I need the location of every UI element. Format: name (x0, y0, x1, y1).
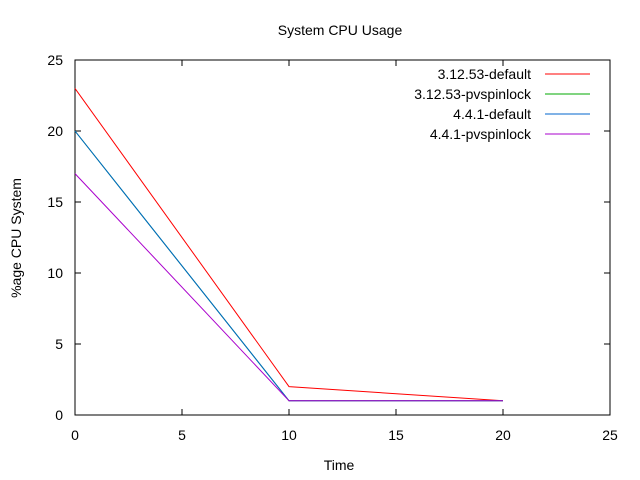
legend-label: 4.4.1-pvspinlock (430, 126, 532, 142)
chart-title: System CPU Usage (278, 22, 403, 38)
x-tick-label: 0 (71, 427, 79, 443)
plot-frame (74, 59, 611, 416)
x-tick-label: 20 (495, 427, 511, 443)
series-line-2 (74, 130, 503, 402)
x-tick-label: 10 (281, 427, 297, 443)
legend-label: 3.12.53-pvspinlock (414, 86, 532, 102)
y-tick-label: 0 (55, 407, 63, 423)
series-line-3 (74, 130, 503, 402)
y-tick-label: 5 (55, 336, 63, 352)
legend: 3.12.53-default 3.12.53-pvspinlock 4.4.1-d… (414, 66, 590, 142)
plot-area: 0 5 10 15 20 25 0 5 10 15 20 25 (47, 52, 618, 443)
y-tick-label: 25 (47, 52, 63, 68)
x-axis-label: Time (324, 457, 355, 473)
series-line-4 (74, 173, 503, 402)
series-line-1 (74, 88, 504, 402)
legend-label: 3.12.53-default (438, 66, 532, 82)
y-tick-label: 20 (47, 123, 63, 139)
legend-label: 4.4.1-default (453, 106, 531, 122)
y-tick-label: 15 (47, 194, 63, 210)
series-layer (74, 88, 504, 402)
y-tick-label: 10 (47, 265, 63, 281)
x-tick-label: 15 (388, 427, 404, 443)
x-tick-label: 5 (178, 427, 186, 443)
y-axis-label: %age CPU System (8, 178, 24, 298)
x-tick-label: 25 (602, 427, 618, 443)
